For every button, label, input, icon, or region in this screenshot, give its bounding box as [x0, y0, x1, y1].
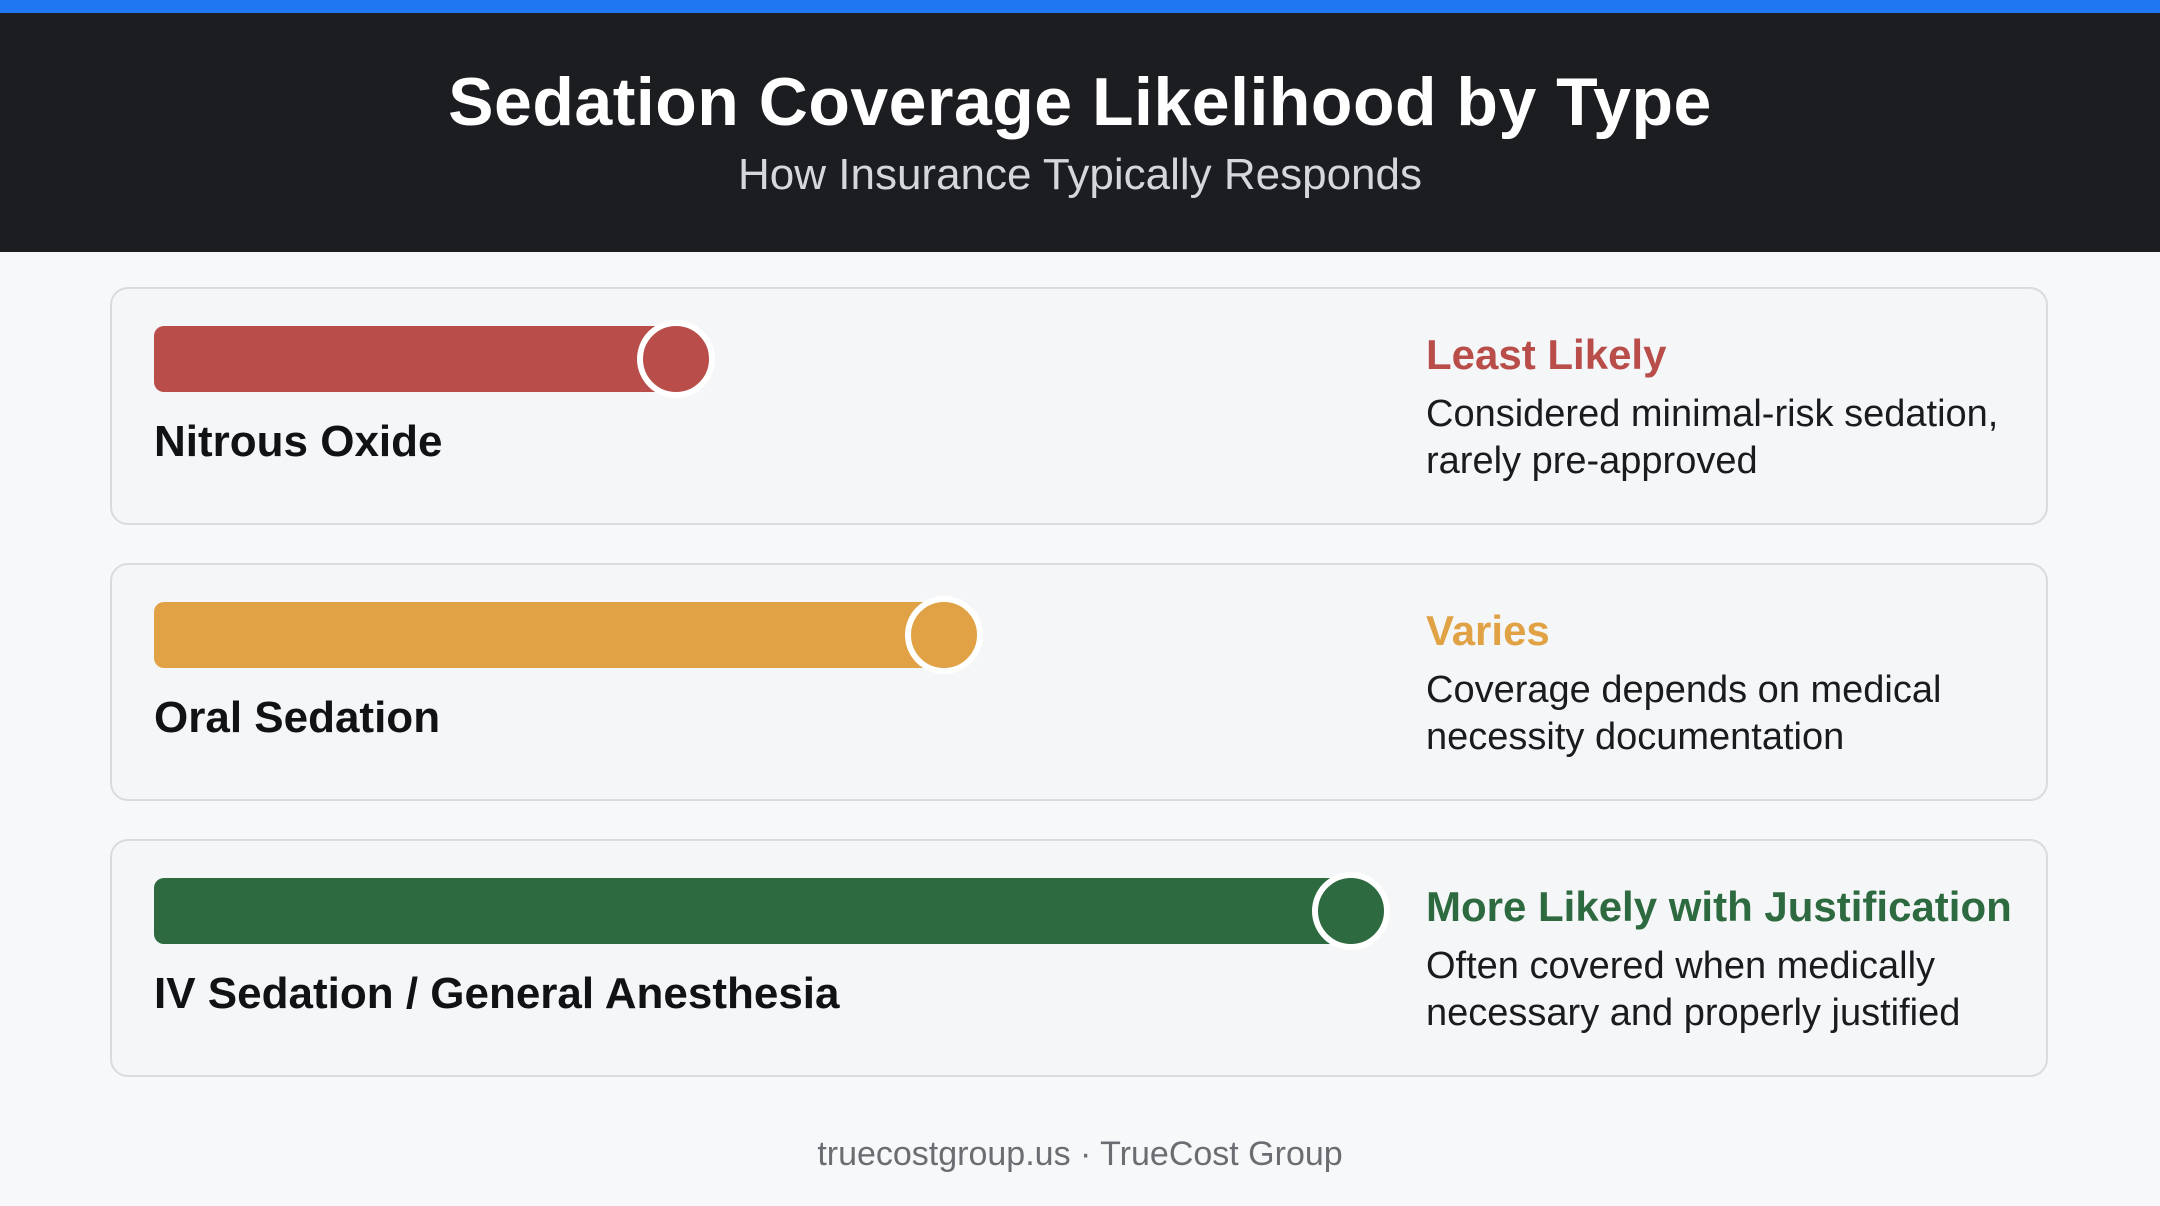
coverage-status: Varies: [1426, 607, 1550, 654]
coverage-status: Least Likely: [1426, 331, 1667, 378]
coverage-description: Considered minimal-risk sedation, rarely…: [1426, 393, 1999, 482]
coverage-bar: [154, 326, 676, 392]
bar-track: [154, 872, 1390, 950]
coverage-status: More Likely with Justification: [1426, 883, 2012, 930]
header: Sedation Coverage Likelihood by Type How…: [0, 13, 2160, 252]
bar-track: [154, 320, 1384, 398]
coverage-row: Nitrous Oxide Least Likely Considered mini…: [110, 287, 2048, 525]
top-accent-stripe: [0, 0, 2160, 13]
sedation-type-label: Nitrous Oxide: [154, 417, 443, 466]
coverage-bar: [154, 602, 944, 668]
bar-end-marker: [637, 320, 715, 398]
sedation-type-label: Oral Sedation: [154, 693, 441, 742]
coverage-bar: [154, 878, 1351, 944]
page-title: Sedation Coverage Likelihood by Type: [448, 64, 1712, 140]
page-subtitle: How Insurance Typically Responds: [738, 150, 1422, 199]
bar-end-marker: [905, 596, 983, 674]
coverage-row: Oral Sedation Varies Coverage depends on m…: [110, 563, 2048, 801]
bar-track: [154, 596, 1384, 674]
coverage-description: Coverage depends on medical necessity do…: [1426, 669, 1942, 758]
footer-source: truecostgroup.us · TrueCost Group: [817, 1135, 1343, 1173]
coverage-description: Often covered when medically necessary a…: [1426, 945, 1961, 1034]
sedation-type-label: IV Sedation / General Anesthesia: [154, 969, 840, 1018]
bar-end-marker: [1312, 872, 1390, 950]
coverage-row: IV Sedation / General Anesthesia More Lik…: [110, 839, 2048, 1077]
